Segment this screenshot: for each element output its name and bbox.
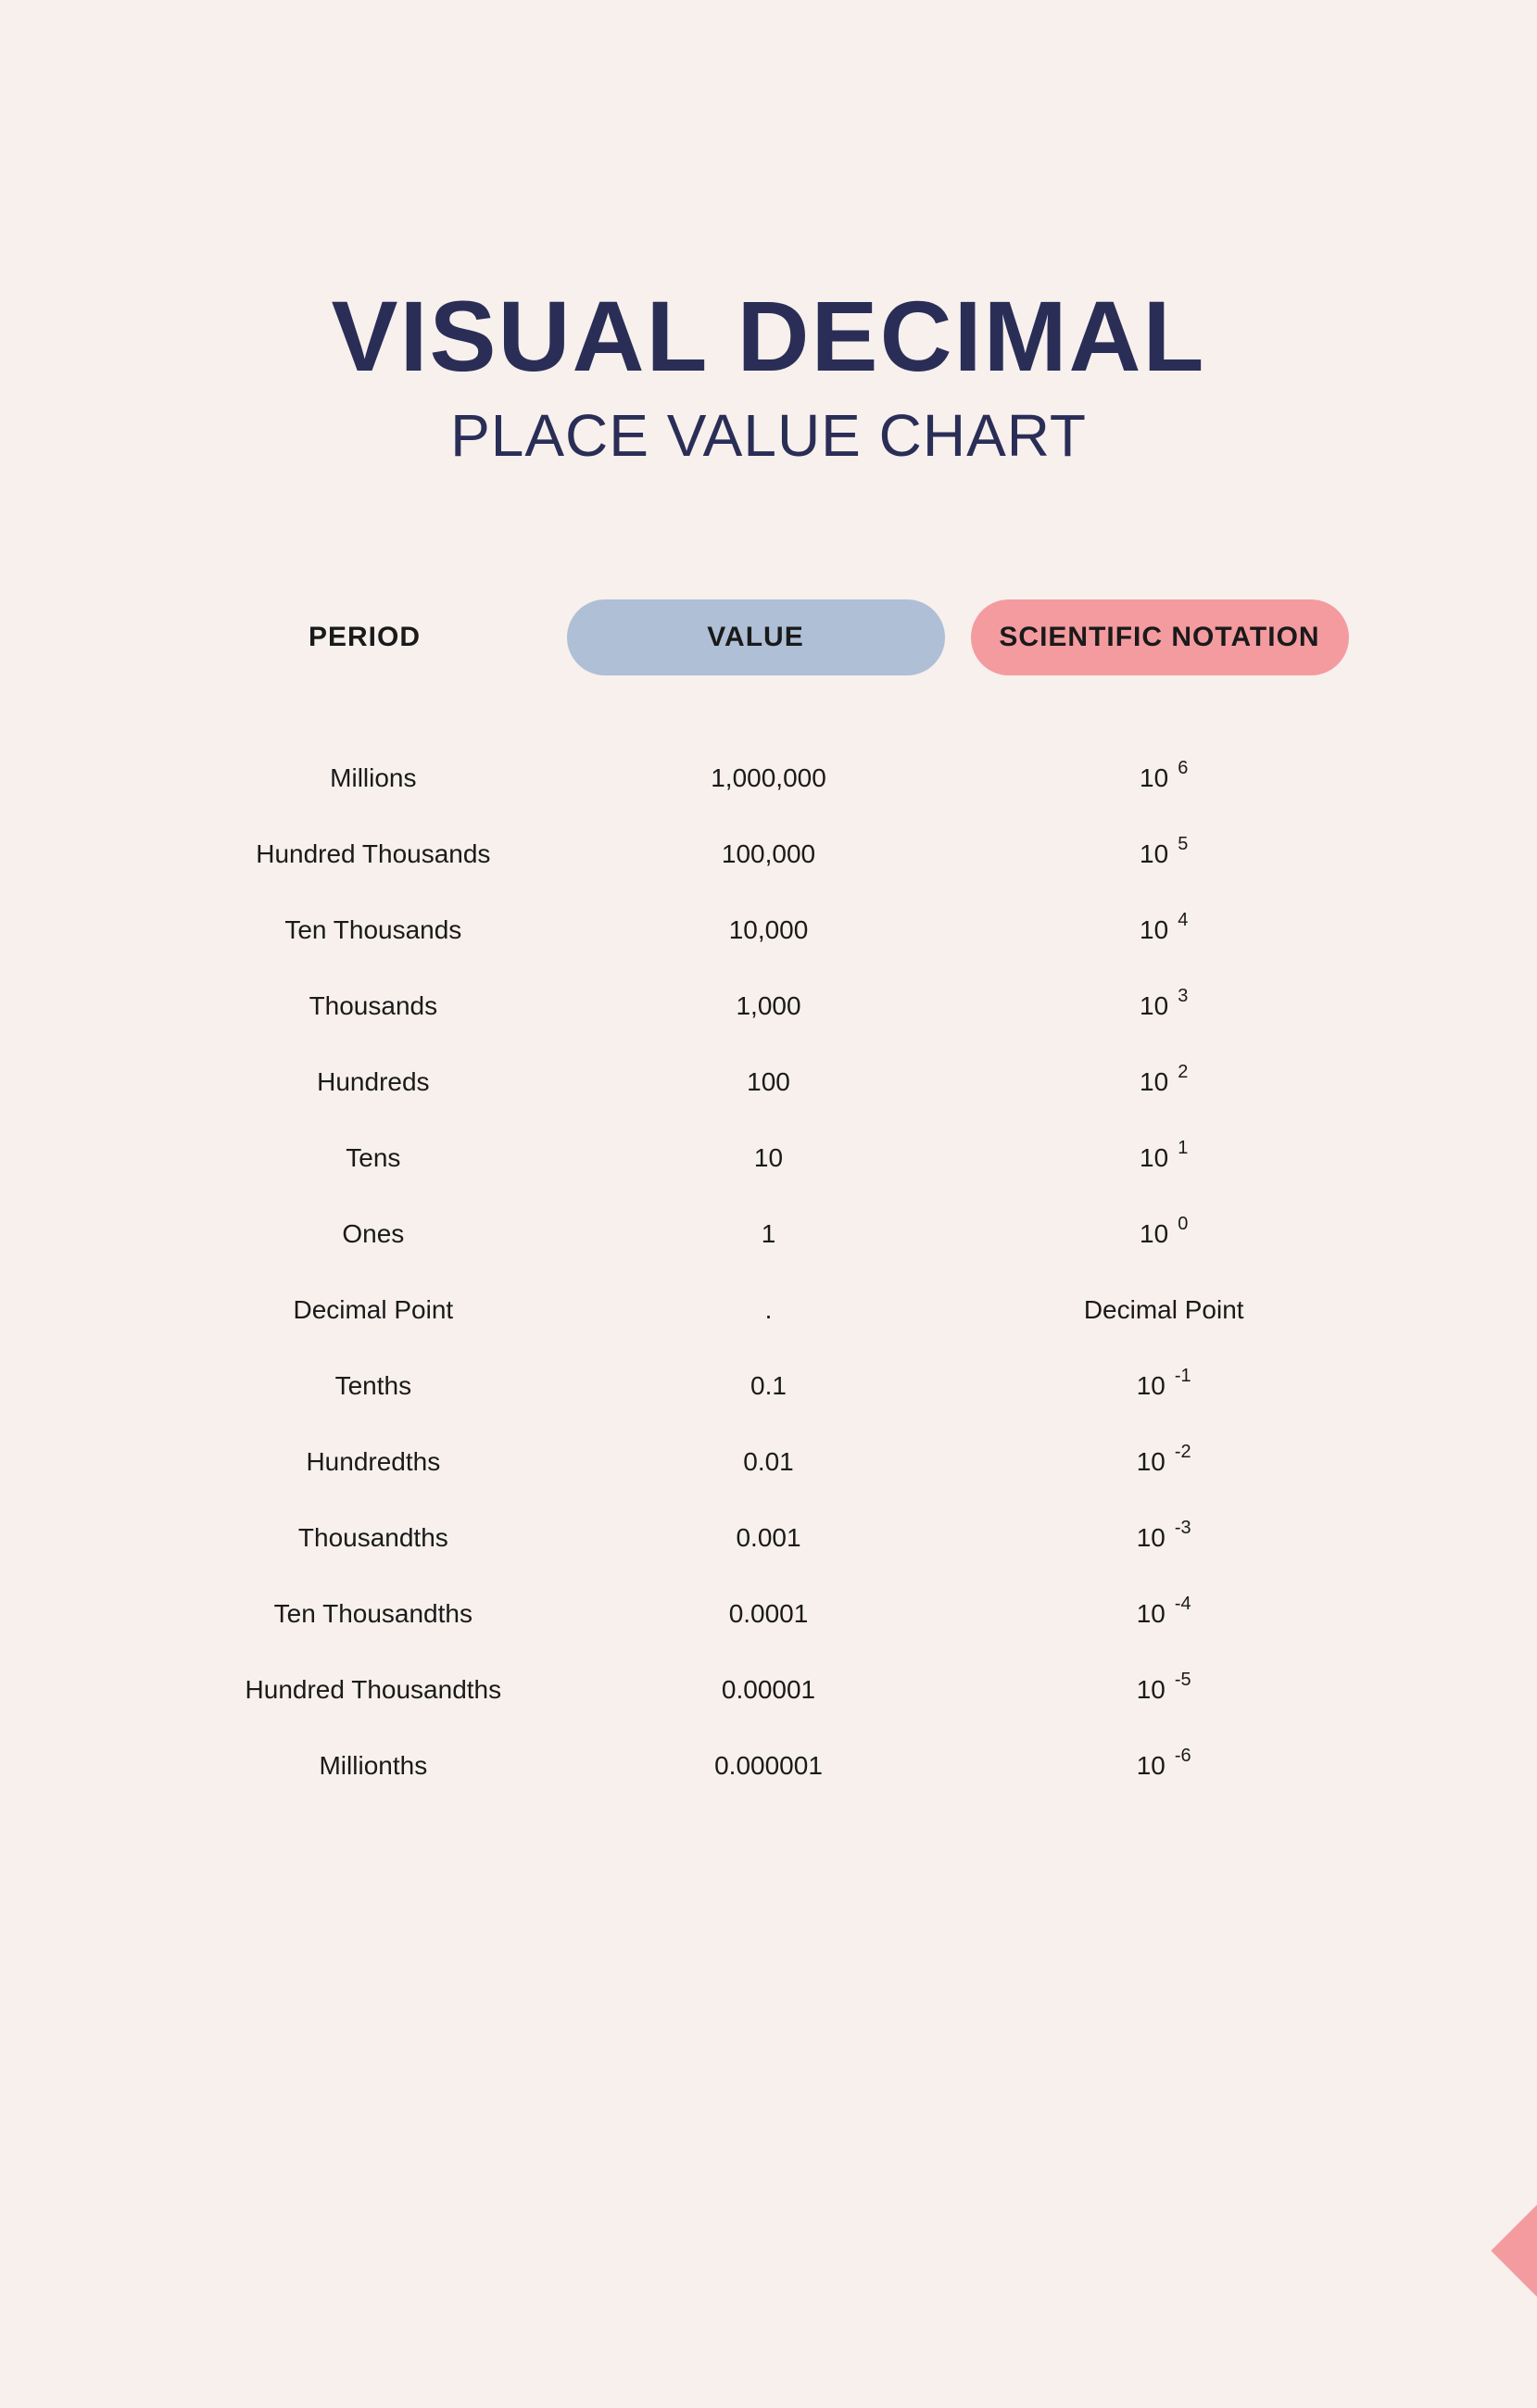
cell-scientific: 100 — [966, 1219, 1362, 1249]
cell-period: Millionths — [176, 1751, 572, 1781]
sci-exponent: -2 — [1175, 1442, 1191, 1463]
table-row: Hundreds100102 — [176, 1044, 1362, 1120]
cell-scientific: 10-2 — [966, 1447, 1362, 1477]
cell-scientific: 10-6 — [966, 1751, 1362, 1781]
cell-value: 0.000001 — [571, 1751, 966, 1781]
sci-exponent: -3 — [1175, 1518, 1191, 1539]
header-period: PERIOD — [176, 622, 554, 653]
table-row: Ten Thousandths0.000110-4 — [176, 1576, 1362, 1652]
sci-exponent: 5 — [1178, 834, 1188, 855]
cell-value: 1,000 — [571, 991, 966, 1021]
sci-base: 10 — [1137, 1599, 1165, 1629]
sci-base: 10 — [1140, 763, 1168, 793]
sci-exponent: -1 — [1175, 1366, 1191, 1387]
sci-base: 10 — [1137, 1751, 1165, 1781]
cell-period: Hundredths — [176, 1447, 572, 1477]
sci-base: 10 — [1137, 1371, 1165, 1401]
cell-period: Decimal Point — [176, 1295, 572, 1325]
sci-exponent: 1 — [1178, 1138, 1188, 1159]
cell-value: 10 — [571, 1143, 966, 1173]
sci-base: 10 — [1140, 1219, 1168, 1249]
sci-base: 10 — [1137, 1523, 1165, 1553]
cell-period: Thousands — [176, 991, 572, 1021]
table-row: Tens10101 — [176, 1120, 1362, 1196]
table-row: Ten Thousands10,000104 — [176, 892, 1362, 968]
table-row: Millionths0.00000110-6 — [176, 1728, 1362, 1804]
table-row: Thousands1,000103 — [176, 968, 1362, 1044]
cell-value: 1,000,000 — [571, 763, 966, 793]
cell-period: Tens — [176, 1143, 572, 1173]
cell-value: 100,000 — [571, 839, 966, 869]
sci-base: 10 — [1140, 991, 1168, 1021]
sci-base: 10 — [1137, 1675, 1165, 1705]
cell-value: 1 — [571, 1219, 966, 1249]
sci-base: 10 — [1140, 839, 1168, 869]
sci-exponent: 6 — [1178, 758, 1188, 779]
cell-period: Hundreds — [176, 1067, 572, 1097]
cell-scientific: 106 — [966, 763, 1362, 793]
cell-value: 0.0001 — [571, 1599, 966, 1629]
sci-exponent: -5 — [1175, 1670, 1191, 1691]
cell-period: Tenths — [176, 1371, 572, 1401]
table-header-row: PERIOD VALUE SCIENTIFIC NOTATION — [176, 599, 1362, 675]
sci-exponent: -6 — [1175, 1746, 1191, 1767]
cell-scientific: 10-4 — [966, 1599, 1362, 1629]
cell-scientific: 10-3 — [966, 1523, 1362, 1553]
cell-period: Thousandths — [176, 1523, 572, 1553]
cell-scientific: 102 — [966, 1067, 1362, 1097]
cell-value: 0.001 — [571, 1523, 966, 1553]
table-row: Tenths0.110-1 — [176, 1348, 1362, 1424]
cell-scientific: 104 — [966, 915, 1362, 945]
cell-scientific: 10-1 — [966, 1371, 1362, 1401]
title-block: VISUAL DECIMAL PLACE VALUE CHART — [0, 278, 1537, 470]
cell-value: . — [571, 1295, 966, 1325]
cell-period: Ten Thousands — [176, 915, 572, 945]
title-sub: PLACE VALUE CHART — [0, 401, 1537, 470]
cell-scientific: Decimal Point — [966, 1295, 1362, 1325]
sci-exponent: 0 — [1178, 1214, 1188, 1235]
sci-exponent: 4 — [1178, 910, 1188, 931]
cell-value: 0.1 — [571, 1371, 966, 1401]
table-row: Hundred Thousands100,000105 — [176, 816, 1362, 892]
table-row: Ones1100 — [176, 1196, 1362, 1272]
page: VISUAL DECIMAL PLACE VALUE CHART PERIOD … — [0, 0, 1537, 2167]
table-row: Thousandths0.00110-3 — [176, 1500, 1362, 1576]
table-body: Millions1,000,000106Hundred Thousands100… — [176, 740, 1362, 1804]
cell-period: Hundred Thousands — [176, 839, 572, 869]
cell-period: Ten Thousandths — [176, 1599, 572, 1629]
header-value-pill: VALUE — [567, 599, 945, 675]
title-main: VISUAL DECIMAL — [0, 278, 1537, 394]
cell-scientific: 103 — [966, 991, 1362, 1021]
cell-scientific: 101 — [966, 1143, 1362, 1173]
cell-scientific: 105 — [966, 839, 1362, 869]
cell-value: 10,000 — [571, 915, 966, 945]
cell-value: 100 — [571, 1067, 966, 1097]
table-row: Millions1,000,000106 — [176, 740, 1362, 816]
sci-base: 10 — [1140, 1067, 1168, 1097]
table-row: Hundredths0.0110-2 — [176, 1424, 1362, 1500]
cell-period: Ones — [176, 1219, 572, 1249]
cell-value: 0.01 — [571, 1447, 966, 1477]
table-row: Decimal Point.Decimal Point — [176, 1272, 1362, 1348]
place-value-table: PERIOD VALUE SCIENTIFIC NOTATION Million… — [176, 599, 1362, 1804]
cell-period: Millions — [176, 763, 572, 793]
sci-exponent: -4 — [1175, 1594, 1191, 1615]
sci-base: 10 — [1140, 1143, 1168, 1173]
cell-period: Hundred Thousandths — [176, 1675, 572, 1705]
header-scientific-pill: SCIENTIFIC NOTATION — [971, 599, 1349, 675]
sci-exponent: 3 — [1178, 986, 1188, 1007]
cell-value: 0.00001 — [571, 1675, 966, 1705]
sci-exponent: 2 — [1178, 1062, 1188, 1083]
sci-base: 10 — [1137, 1447, 1165, 1477]
table-row: Hundred Thousandths0.0000110-5 — [176, 1652, 1362, 1728]
sci-base: 10 — [1140, 915, 1168, 945]
cell-scientific: 10-5 — [966, 1675, 1362, 1705]
